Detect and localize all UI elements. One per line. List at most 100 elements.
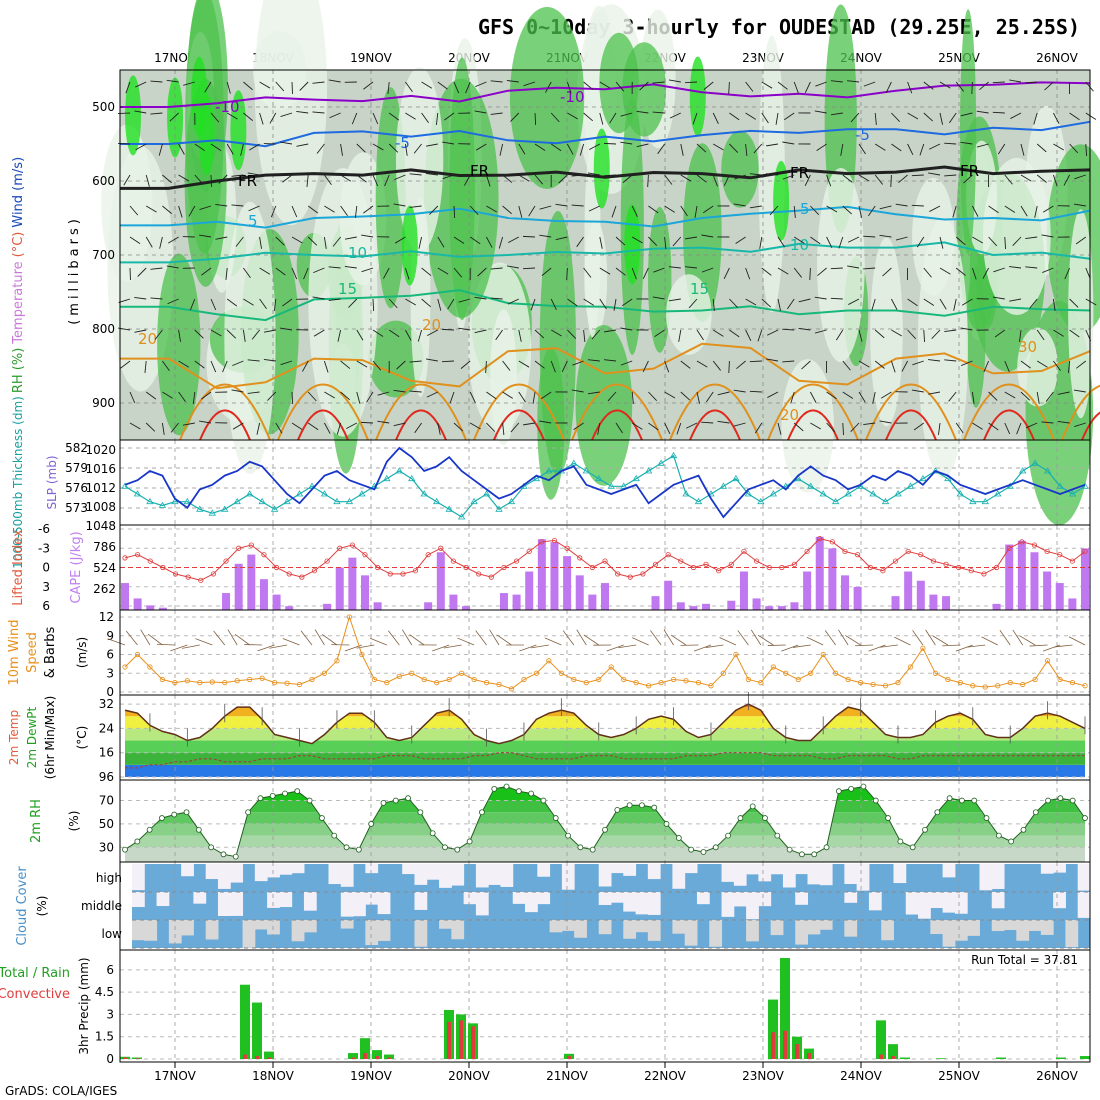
wind-barb — [194, 174, 204, 185]
wind-barb — [955, 267, 966, 276]
wind-barb-10m — [719, 637, 737, 646]
wind-speed-point — [533, 670, 540, 676]
cloud-level-label: middle — [81, 899, 122, 913]
temp-tick-label: 16 — [99, 746, 114, 760]
wind-barb — [1042, 205, 1054, 213]
wind-barb — [444, 112, 455, 121]
wind-barb — [793, 422, 804, 432]
wind-barb — [793, 81, 799, 94]
wind-barb — [344, 236, 357, 240]
wind-barb — [178, 205, 183, 218]
lifted-index-point — [122, 555, 128, 561]
wind-barb — [931, 329, 941, 339]
wind-barb — [814, 110, 827, 114]
rh-patch — [490, 309, 517, 446]
cloud-cell — [746, 892, 759, 920]
wind-barb — [518, 329, 522, 342]
wind-barb — [745, 329, 752, 341]
precip-convective-bar — [567, 1056, 571, 1059]
wind-barb — [291, 236, 303, 244]
cloud-cell — [463, 892, 477, 905]
wind-barb — [469, 205, 479, 216]
rh-patch — [870, 237, 903, 427]
top-x-tick-label: 26NOV — [1036, 51, 1078, 65]
rh-point — [762, 815, 768, 821]
wind-barb — [469, 391, 476, 404]
thickness-point — [757, 497, 765, 505]
rh-point — [183, 809, 190, 816]
temp-band — [125, 707, 1085, 717]
wind-barb-10m — [618, 644, 637, 649]
wind-barb-10m — [519, 644, 537, 652]
wind-barb — [591, 329, 601, 340]
wind-barb-10m — [942, 644, 961, 647]
wind-barb — [734, 174, 746, 180]
rh-point — [811, 851, 818, 858]
wind-tick-label: 12 — [99, 610, 114, 624]
wind-barb — [291, 422, 303, 430]
wind-barb — [745, 112, 756, 120]
wind-barb — [324, 391, 335, 399]
wind-barb — [486, 236, 493, 248]
wind-barb — [599, 112, 604, 125]
wind-barb — [971, 267, 977, 280]
wind-barb — [372, 360, 382, 371]
wind-barb — [621, 298, 633, 307]
wind-barb — [1036, 143, 1047, 153]
wind-barb — [291, 391, 294, 405]
rh-point — [675, 835, 682, 841]
cape-tick-label: 262 — [93, 582, 116, 596]
cloud-cell — [1053, 864, 1066, 873]
wind-barb — [729, 112, 740, 121]
thickness-point — [532, 474, 541, 482]
wind-barb — [340, 205, 348, 217]
wind-barb — [134, 110, 147, 114]
lifted-index-tick-label: 0 — [42, 561, 50, 575]
lifted-index-point — [438, 545, 444, 551]
cloud-cell — [647, 864, 661, 880]
cloud-cell — [279, 892, 293, 908]
wind-barb — [129, 205, 139, 216]
contour-label: 10 — [348, 244, 367, 262]
cape-bar — [323, 603, 332, 610]
wind-barb — [1020, 360, 1031, 369]
wind-barb — [696, 329, 704, 341]
lifted-index-point — [1019, 539, 1025, 545]
wind-barb — [134, 329, 147, 333]
rh-point — [1069, 797, 1076, 804]
wind-barb — [150, 267, 163, 270]
precip-convective-bar — [471, 1026, 475, 1059]
wind-barb — [712, 329, 724, 337]
thickness-point — [831, 497, 840, 505]
cape-bar — [777, 606, 786, 610]
rh-point — [282, 790, 288, 797]
wind-barb — [694, 205, 698, 218]
wind-barb — [129, 422, 141, 430]
cape-bar — [133, 598, 142, 610]
wind-barb — [960, 141, 973, 145]
wind-speed-point — [209, 679, 215, 685]
cloud-cell — [696, 892, 710, 905]
wind-barb — [134, 297, 147, 300]
wind-barb — [567, 329, 577, 339]
contour-label: 5 — [248, 212, 258, 230]
wind-barb — [555, 236, 568, 241]
wind-barb — [652, 111, 665, 114]
wind-barb — [162, 174, 172, 184]
wind-barb — [502, 205, 513, 215]
wind-barb — [1026, 422, 1038, 429]
rh-point — [626, 802, 633, 809]
lifted-index-point — [640, 571, 646, 577]
wind-barb — [387, 81, 390, 94]
wind-barb — [189, 298, 196, 311]
cloud-cell — [942, 864, 956, 878]
lifted-index-point — [703, 561, 709, 567]
wind-barb — [599, 298, 607, 310]
wind-barb — [421, 298, 432, 308]
cloud-cell — [868, 892, 882, 911]
wind-barb — [409, 173, 422, 176]
cloud-cell — [303, 892, 317, 911]
wind-barb — [676, 422, 682, 435]
cape-bar — [828, 548, 837, 610]
wind-barb — [502, 391, 513, 399]
